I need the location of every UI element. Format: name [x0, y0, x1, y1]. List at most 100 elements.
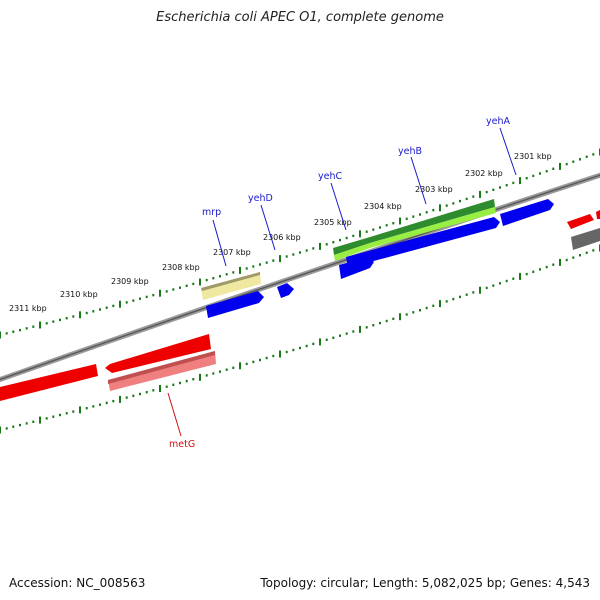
minor-tick — [12, 425, 15, 428]
minor-tick — [392, 317, 395, 320]
minor-tick — [352, 330, 355, 333]
minor-tick — [65, 317, 68, 320]
minor-tick — [305, 249, 308, 252]
feature-green-dark-2 — [370, 199, 495, 243]
minor-tick — [52, 320, 55, 323]
minor-tick — [5, 427, 8, 430]
minor-tick — [572, 256, 575, 259]
feature-khaki — [201, 272, 261, 300]
minor-tick — [385, 224, 388, 227]
minor-tick — [172, 288, 175, 291]
feature-right-grey — [571, 228, 600, 250]
minor-tick — [25, 327, 28, 330]
gene-label-yehA: yehA — [486, 116, 510, 127]
map-title: Escherichia coli APEC O1, complete genom… — [156, 10, 444, 25]
minor-tick — [192, 282, 195, 286]
minor-tick — [459, 295, 461, 299]
major-tick — [239, 266, 241, 274]
minor-tick — [592, 249, 595, 252]
minor-tick — [19, 328, 21, 332]
feature-green-light-1 — [334, 243, 370, 261]
minor-tick — [379, 226, 381, 229]
minor-tick — [272, 354, 275, 358]
minor-tick — [419, 309, 421, 312]
feature-metG-pink-edge — [108, 351, 215, 384]
minor-tick — [539, 172, 541, 175]
major-tick — [519, 272, 521, 280]
minor-tick — [432, 208, 435, 212]
minor-tick — [345, 236, 348, 240]
minor-tick — [12, 330, 15, 333]
minor-tick — [372, 228, 375, 231]
pointer-mrp — [212, 219, 227, 267]
minor-tick — [139, 297, 141, 300]
minor-tick — [379, 321, 381, 325]
minor-tick — [525, 272, 528, 276]
major-tick — [39, 321, 41, 329]
minor-tick — [305, 344, 308, 348]
gene-label-yehC: yehC — [318, 171, 342, 182]
major-tick — [439, 300, 441, 308]
minor-tick — [259, 358, 261, 362]
pointer-yehD — [260, 204, 276, 251]
minor-tick — [245, 362, 248, 366]
minor-tick — [485, 190, 488, 194]
minor-tick — [499, 186, 501, 189]
pointer-yehC — [330, 182, 347, 231]
minor-tick — [372, 324, 375, 327]
kbp-label-2305: 2305 kbp — [314, 218, 352, 227]
major-tick — [279, 350, 281, 358]
accession-text: Accession: NC_008563 — [9, 576, 146, 590]
major-tick — [159, 385, 161, 392]
minor-tick — [552, 263, 555, 266]
feature-green-dark-1 — [333, 237, 370, 255]
minor-tick — [459, 199, 461, 203]
gene-label-yehD: yehD — [248, 193, 273, 204]
cds-reverse-metG — [105, 334, 211, 373]
minor-tick — [52, 415, 55, 418]
minor-tick — [592, 153, 595, 156]
minor-tick — [579, 254, 581, 257]
minor-tick — [65, 412, 68, 415]
kbp-label-2311: 2311 kbp — [9, 304, 47, 313]
minor-tick — [152, 293, 155, 297]
kbp-labels: 2301 kbp 2302 kbp 2303 kbp 2304 kbp 2305… — [9, 152, 552, 313]
minor-tick — [232, 366, 235, 369]
minor-tick — [219, 275, 221, 278]
cds-yehD — [339, 257, 374, 279]
minor-tick — [192, 378, 195, 381]
pointer-yehB — [410, 156, 427, 205]
minor-tick — [405, 313, 408, 316]
feature-right-red-small — [567, 214, 594, 229]
minor-tick — [419, 213, 421, 216]
minor-tick — [165, 290, 168, 293]
minor-tick — [85, 407, 88, 410]
minor-tick — [472, 195, 475, 198]
minor-tick — [452, 202, 455, 205]
minor-tick — [512, 277, 515, 280]
minor-tick — [285, 350, 288, 354]
minor-tick — [585, 251, 588, 254]
major-tick — [559, 258, 561, 266]
minor-tick — [532, 174, 535, 178]
minor-tick — [339, 334, 341, 337]
minor-tick — [205, 278, 208, 282]
major-tick — [359, 325, 361, 333]
minor-tick — [452, 297, 455, 301]
minor-tick — [165, 385, 168, 388]
minor-tick — [332, 241, 335, 244]
cds-mrp — [206, 291, 264, 318]
minor-tick — [252, 265, 255, 268]
minor-tick — [105, 306, 108, 309]
minor-tick — [59, 413, 61, 417]
minor-tick — [212, 372, 215, 375]
minor-tick — [99, 403, 101, 406]
minor-tick — [299, 346, 301, 350]
major-tick — [559, 162, 561, 170]
major-tick — [0, 331, 1, 339]
minor-tick — [112, 304, 115, 308]
minor-tick — [425, 306, 428, 310]
minor-tick — [259, 263, 261, 266]
major-tick — [479, 286, 481, 294]
